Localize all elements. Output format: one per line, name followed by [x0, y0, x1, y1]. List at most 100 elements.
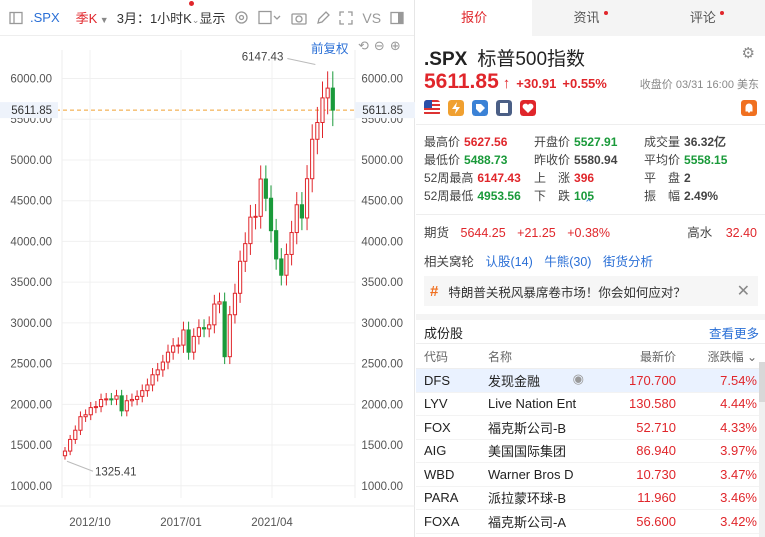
col-price[interactable]: 最新价	[590, 343, 684, 369]
candle-body[interactable]	[227, 314, 232, 358]
candle-body[interactable]	[68, 438, 73, 452]
candle-body[interactable]	[109, 398, 114, 401]
candle-body[interactable]	[165, 351, 171, 363]
candle-body[interactable]	[114, 395, 119, 400]
candle-body[interactable]	[217, 301, 222, 305]
adjust-label[interactable]: 前复权	[311, 42, 349, 56]
candle-body[interactable]	[330, 87, 335, 111]
table-row[interactable]: LYV Live Nation Ent 130.580 4.44%	[416, 392, 765, 416]
chart-symbol[interactable]: .SPX	[30, 10, 60, 25]
tab-news[interactable]: 资讯	[532, 0, 648, 36]
zoom-in-icon[interactable]: ⊕	[389, 38, 401, 53]
candle-body[interactable]	[304, 178, 310, 219]
candle-body[interactable]	[248, 216, 253, 245]
candle-body[interactable]	[140, 390, 145, 397]
candle-body[interactable]	[181, 329, 186, 346]
candle-body[interactable]	[253, 215, 258, 218]
tab-quote[interactable]: 报价	[416, 0, 533, 36]
lightning-icon[interactable]	[448, 100, 464, 116]
candle-body[interactable]	[325, 87, 330, 99]
watch-icon[interactable]: ◉	[572, 370, 584, 386]
compare-vs-button[interactable]: VS	[362, 9, 382, 26]
candle-body[interactable]	[191, 335, 196, 353]
table-row[interactable]: FOX 福克斯公司-B 52.710 4.33%	[416, 415, 765, 440]
candle-body[interactable]	[155, 369, 160, 376]
candle-body[interactable]	[83, 414, 88, 418]
candle-body[interactable]	[176, 344, 181, 347]
candle-body[interactable]	[243, 243, 248, 262]
indicator-gear-icon[interactable]	[234, 10, 249, 25]
heart-icon[interactable]	[520, 100, 536, 116]
chart-type-icon[interactable]	[258, 10, 282, 25]
table-row[interactable]: DFS 发现金融 ◉ 170.700 7.54%	[416, 368, 765, 393]
table-row[interactable]: PARA 派拉蒙环球-B 11.960 3.46%	[416, 486, 765, 510]
settings-gear-icon[interactable]: ⚙	[741, 45, 755, 62]
fullscreen-icon[interactable]	[339, 10, 354, 25]
bull-bear-link[interactable]: 牛熊(30)	[544, 255, 592, 269]
candle-body[interactable]	[212, 303, 217, 326]
table-row[interactable]: FOXA 福克斯公司-A 56.600 3.42%	[416, 509, 765, 534]
candle-body[interactable]	[135, 395, 140, 400]
candle-body[interactable]	[279, 258, 284, 276]
candle-body[interactable]	[119, 395, 124, 412]
col-name[interactable]: 名称	[480, 343, 590, 369]
scrollbar[interactable]	[759, 362, 765, 537]
candle-body[interactable]	[238, 260, 243, 294]
candle-body[interactable]	[171, 345, 176, 353]
candle-body[interactable]	[78, 416, 83, 431]
candle-body[interactable]	[315, 121, 320, 140]
chevron-up-icon[interactable]: ⌃	[584, 198, 594, 210]
table-row[interactable]: AIG 美国国际集团 86.940 3.97%	[416, 439, 765, 463]
col-pct[interactable]: 涨跌幅 ⌄	[684, 343, 765, 369]
candle-body[interactable]	[88, 407, 93, 416]
col-code[interactable]: 代码	[416, 343, 480, 369]
undo-icon[interactable]: ⟲	[358, 38, 369, 53]
close-icon[interactable]: ✕	[736, 283, 750, 300]
candle-body[interactable]	[207, 324, 212, 330]
candle-body[interactable]	[274, 230, 279, 260]
candle-body[interactable]	[294, 204, 299, 234]
alert-bell-icon[interactable]	[741, 100, 757, 116]
candle-body[interactable]	[150, 374, 155, 386]
candle-body[interactable]	[320, 97, 325, 123]
scrollbar-thumb[interactable]	[759, 362, 765, 402]
warrants-link[interactable]: 认股(14)	[485, 255, 533, 269]
candle-body[interactable]	[263, 178, 268, 199]
candle-body[interactable]	[201, 327, 207, 330]
view-more-link[interactable]: 查看更多	[708, 327, 759, 341]
candle-body[interactable]	[73, 429, 78, 440]
candle-body[interactable]	[232, 292, 238, 316]
range-select[interactable]: 3月：1小时K	[116, 11, 192, 26]
candle-body[interactable]	[124, 400, 129, 412]
pencil-icon[interactable]	[316, 10, 331, 25]
candle-body[interactable]	[222, 301, 227, 358]
promo-banner[interactable]: # 特朗普关税风暴席卷市场！你会如何应对？ ✕	[424, 276, 758, 306]
candle-body[interactable]	[129, 398, 135, 402]
zoom-out-icon[interactable]: ⊖	[373, 38, 385, 53]
candle-body[interactable]	[145, 384, 150, 392]
sidebar-toggle-icon[interactable]	[9, 11, 23, 25]
tab-comments[interactable]: 评论	[649, 0, 765, 36]
tag-icon[interactable]	[472, 100, 488, 116]
candle-body[interactable]	[186, 329, 191, 353]
period-select[interactable]: 季K ▼	[75, 11, 109, 26]
street-analysis-link[interactable]: 街货分析	[602, 255, 653, 269]
candle-body[interactable]	[258, 178, 263, 217]
candle-body[interactable]	[98, 399, 104, 408]
candle-body[interactable]	[289, 232, 294, 255]
candle-body[interactable]	[62, 450, 68, 457]
candle-body[interactable]	[93, 406, 99, 409]
split-panel-icon[interactable]	[390, 11, 404, 25]
candle-body[interactable]	[160, 361, 165, 371]
table-row[interactable]: WBD Warner Bros D 10.730 3.47%	[416, 462, 765, 487]
candle-body[interactable]	[299, 204, 304, 219]
camera-icon[interactable]	[291, 11, 308, 25]
candle-body[interactable]	[104, 398, 109, 401]
candlestick-chart[interactable]: 1000.00 1000.00 1500.00 1500.00 2000.00 2000.…	[0, 36, 415, 537]
candle-body[interactable]	[268, 197, 274, 232]
document-icon[interactable]	[496, 100, 512, 116]
candle-body[interactable]	[196, 327, 202, 337]
candle-body[interactable]	[310, 138, 315, 180]
display-select[interactable]: ⌄显示	[188, 1, 225, 27]
candle-body[interactable]	[284, 253, 289, 276]
